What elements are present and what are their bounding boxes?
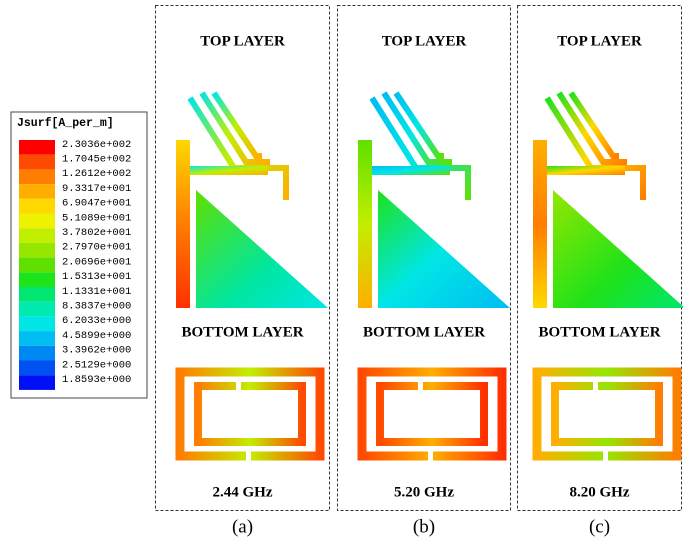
antenna-arm — [556, 91, 627, 165]
bottom-layer-label: BOTTOM LAYER — [181, 324, 303, 340]
antenna-arm — [199, 91, 270, 165]
panel: TOP LAYER BOTTOM LAYER 5.20 GHz (b) — [337, 5, 511, 537]
bottom-layer-label: BOTTOM LAYER — [363, 324, 485, 340]
panel-border — [155, 5, 330, 511]
legend-label: 6.2033e+000 — [62, 315, 131, 327]
ground-bar — [358, 140, 372, 308]
bottom-layer-ring — [532, 367, 682, 461]
inner-ring — [376, 382, 488, 446]
antenna-arm — [568, 91, 619, 159]
panel-caption: (a) — [232, 516, 253, 537]
frequency-label: 8.20 GHz — [570, 484, 630, 500]
radiating-triangle — [378, 190, 510, 308]
panel-caption: (c) — [589, 516, 610, 537]
legend-label: 2.5129e+000 — [62, 359, 131, 371]
antenna-arm — [393, 91, 444, 159]
top-layer-antenna — [176, 91, 328, 308]
bottom-layer-ring — [175, 367, 325, 461]
feed-strip — [545, 166, 625, 175]
legend-label: 8.3837e+000 — [62, 300, 131, 312]
legend-label: 1.1331e+001 — [62, 286, 131, 298]
frequency-label: 2.44 GHz — [213, 484, 273, 500]
inner-gap — [418, 380, 423, 390]
legend-label: 5.1089e+001 — [62, 212, 131, 224]
panel-caption: (b) — [413, 516, 435, 537]
inner-ring — [551, 382, 663, 446]
frequency-label: 5.20 GHz — [394, 484, 454, 500]
top-layer-label: TOP LAYER — [557, 33, 642, 49]
legend-swatch — [19, 360, 55, 376]
legend-swatch — [19, 213, 55, 229]
radiating-triangle — [196, 190, 328, 308]
inner-ring — [194, 382, 306, 446]
legend-label: 1.5313e+001 — [62, 271, 131, 283]
panel: TOP LAYER BOTTOM LAYER 2.44 GHz (a) — [155, 5, 330, 537]
legend-swatch — [19, 169, 55, 185]
legend-swatch — [19, 316, 55, 332]
panel-border — [517, 5, 682, 511]
legend-label: 1.7045e+002 — [62, 153, 131, 165]
legend-swatch — [19, 257, 55, 273]
antenna-arm — [211, 91, 262, 159]
legend-label: 2.7970e+001 — [62, 242, 131, 254]
inner-gap — [236, 380, 241, 390]
legend-label: 2.3036e+002 — [62, 139, 131, 151]
outer-gap — [428, 451, 433, 461]
legend-swatch — [19, 287, 55, 302]
legend-label: 3.7802e+001 — [62, 227, 131, 239]
legend-swatch — [19, 154, 55, 170]
legend-label: 2.0696e+001 — [62, 256, 131, 268]
bottom-layer-ring — [357, 367, 507, 461]
top-layer-label: TOP LAYER — [382, 33, 467, 49]
legend-swatch — [19, 198, 55, 214]
legend-swatch — [19, 140, 55, 155]
bottom-layer-label: BOTTOM LAYER — [538, 324, 660, 340]
legend-label: 4.5899e+000 — [62, 330, 131, 342]
radiating-triangle — [553, 190, 683, 308]
legend-swatch — [19, 272, 55, 287]
top-layer-antenna — [533, 91, 683, 308]
legend-label: 9.3317e+001 — [62, 183, 131, 195]
legend-label: 3.3962e+000 — [62, 345, 131, 357]
legend-label: 1.2612e+002 — [62, 168, 131, 180]
legend-swatch — [19, 184, 55, 199]
antenna-arm — [381, 91, 452, 165]
outer-gap — [246, 451, 251, 461]
legend-swatch — [19, 228, 55, 243]
panel: TOP LAYER BOTTOM LAYER 8.20 GHz (c) — [517, 5, 683, 537]
legend: 2.3036e+002 1.7045e+002 1.2612e+002 9.3317e… — [19, 139, 131, 390]
legend-swatch — [19, 375, 55, 390]
inner-gap — [593, 380, 598, 390]
top-layer-label: TOP LAYER — [200, 33, 285, 49]
legend-swatch — [19, 301, 55, 317]
legend-swatch — [19, 345, 55, 361]
outer-gap — [603, 451, 608, 461]
legend-swatch — [19, 331, 55, 346]
feed-strip — [370, 166, 450, 175]
panel-border — [337, 5, 511, 511]
legend-swatch — [19, 242, 55, 258]
top-layer-antenna — [358, 91, 510, 308]
ground-bar — [533, 140, 547, 308]
feed-strip — [188, 166, 268, 175]
legend-label: 1.8593e+000 — [62, 374, 131, 386]
legend-label: 6.9047e+001 — [62, 198, 131, 210]
ground-bar — [176, 140, 190, 308]
legend-title: Jsurf[A_per_m] — [17, 117, 114, 130]
